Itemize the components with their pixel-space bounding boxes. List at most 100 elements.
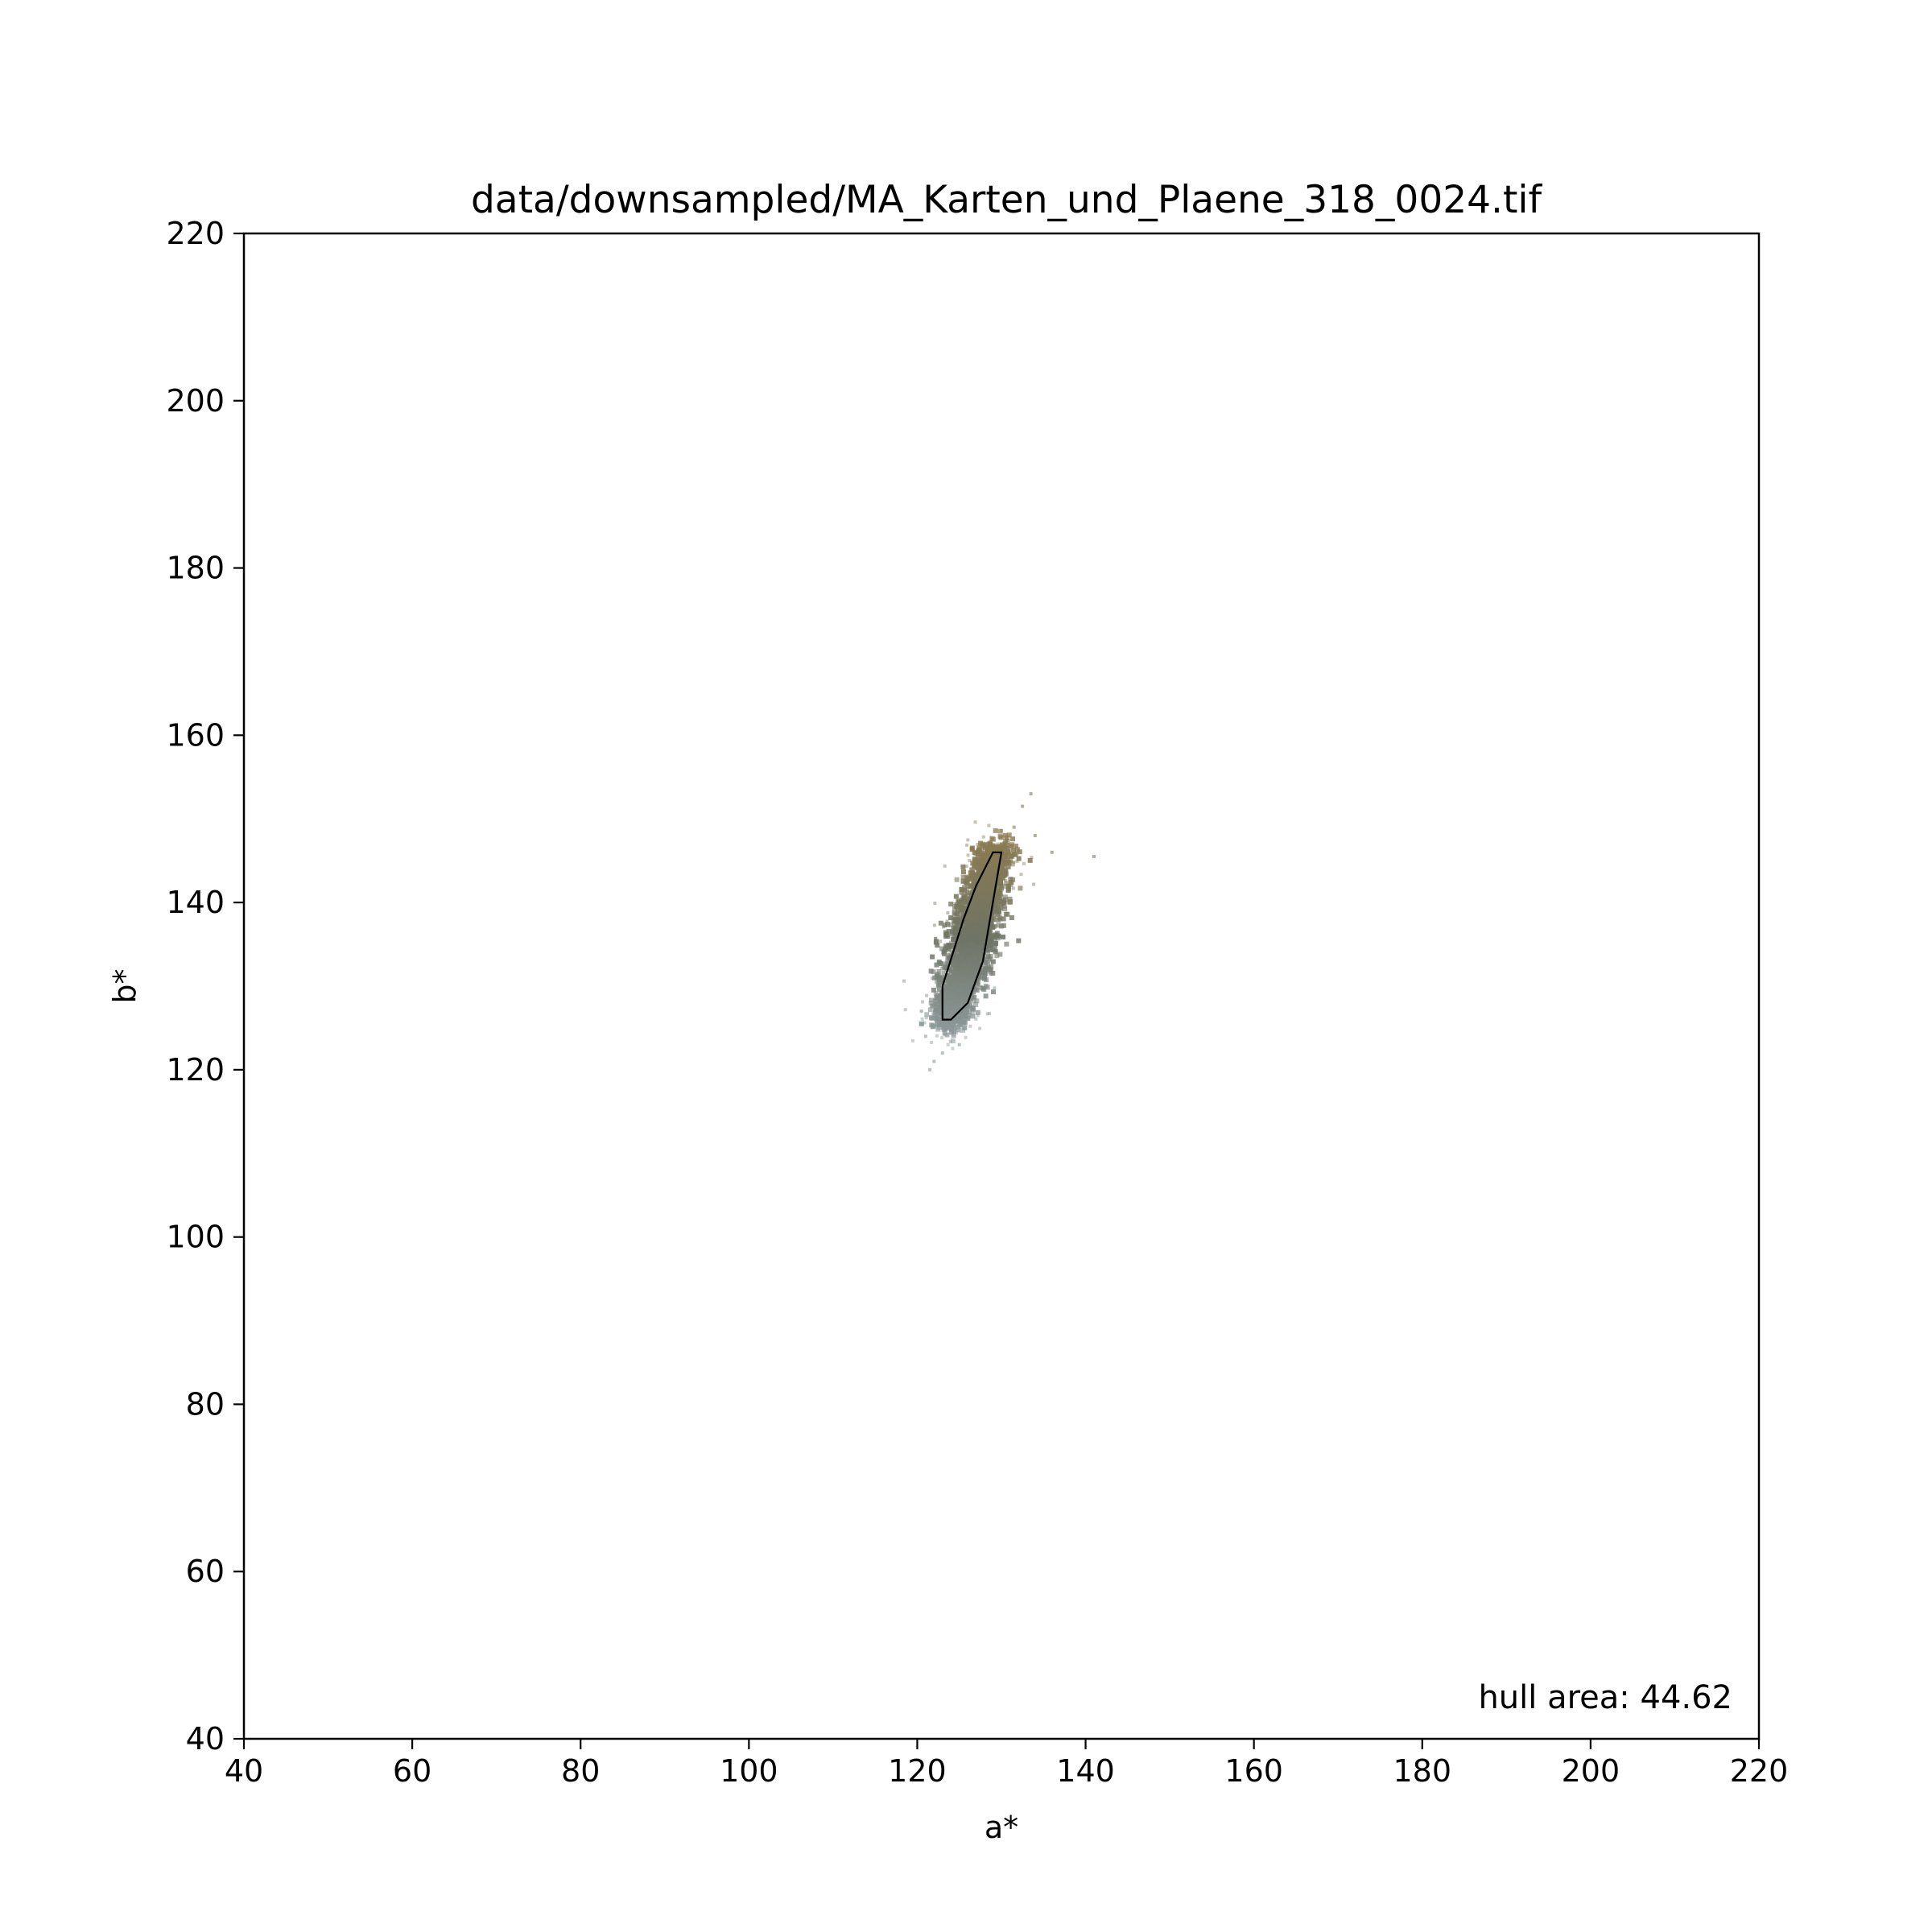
scatter-point	[964, 894, 968, 898]
scatter-point	[977, 985, 983, 990]
scatter-point	[972, 953, 978, 959]
scatter-point	[965, 974, 971, 980]
scatter-point	[990, 910, 996, 915]
scatter-points	[902, 792, 1096, 1071]
scatter-point	[938, 920, 943, 926]
scatter-point	[980, 947, 986, 952]
scatter-point	[993, 915, 997, 919]
scatter-point	[976, 869, 980, 873]
scatter-point	[944, 931, 950, 937]
scatter-point	[903, 1008, 907, 1012]
scatter-point	[965, 883, 971, 889]
scatter-point	[944, 972, 950, 978]
scatter-point	[951, 1028, 956, 1034]
x-axis: 40 60 80 100 120 140 160 180 200 220	[225, 1739, 1788, 1789]
scatter-point	[956, 970, 962, 976]
scatter-point	[948, 955, 952, 959]
scatter-point	[956, 1018, 962, 1023]
scatter-point	[988, 943, 993, 948]
scatter-point	[963, 907, 967, 911]
scatter-point	[950, 1038, 956, 1044]
scatter-point	[1001, 869, 1005, 873]
x-tick-label: 180	[1393, 1753, 1452, 1789]
scatter-point	[962, 996, 968, 1001]
scatter-point	[979, 893, 985, 898]
y-tick-label: 200	[166, 383, 225, 419]
scatter-point	[961, 1011, 967, 1017]
scatter-point	[993, 871, 999, 877]
scatter-point	[956, 1027, 961, 1033]
scatter-point	[930, 1024, 935, 1030]
scatter-point	[930, 1003, 935, 1009]
scatter-point	[987, 959, 991, 963]
scatter-point	[936, 968, 942, 974]
scatter-point	[944, 1005, 950, 1011]
scatter-point	[935, 1034, 939, 1038]
scatter-point	[968, 978, 972, 982]
scatter-point	[979, 914, 985, 919]
scatter-point	[960, 972, 964, 976]
scatter-point	[981, 987, 987, 993]
scatter-point	[948, 943, 954, 949]
scatter-point	[951, 987, 955, 991]
scatter-point	[976, 891, 981, 897]
scatter-point	[985, 881, 990, 886]
scatter-point	[972, 861, 978, 866]
scatter-point	[984, 892, 989, 898]
scatter-point	[940, 1051, 944, 1055]
convex-hull	[941, 851, 1003, 1021]
scatter-point	[976, 971, 982, 976]
scatter-point	[965, 876, 971, 881]
scatter-point	[966, 853, 970, 857]
scatter-point	[960, 976, 966, 982]
scatter-point	[934, 1005, 939, 1010]
scatter-point	[1012, 825, 1016, 829]
scatter-point	[998, 864, 1002, 868]
scatter-point	[948, 902, 954, 907]
scatter-point	[966, 1013, 972, 1018]
scatter-point	[996, 917, 1001, 923]
scatter-point	[975, 855, 980, 861]
scatter-point	[955, 1018, 959, 1022]
scatter-point	[948, 922, 954, 927]
scatter-point	[974, 927, 980, 933]
scatter-point	[988, 842, 993, 848]
scatter-point	[954, 982, 960, 988]
scatter-point	[965, 993, 969, 997]
scatter-point	[1009, 852, 1014, 858]
scatter-point	[968, 1024, 972, 1028]
scatter-point	[947, 1022, 951, 1026]
scatter-point	[995, 911, 1001, 917]
scatter-point	[964, 954, 968, 958]
scatter-point	[983, 927, 987, 931]
scatter-point	[983, 919, 989, 925]
scatter-point	[999, 894, 1003, 898]
scatter-point	[954, 1005, 960, 1011]
scatter-point	[950, 1020, 956, 1026]
scatter-point	[933, 902, 937, 906]
scatter-point	[971, 998, 976, 1004]
scatter-point	[952, 998, 958, 1004]
scatter-point	[970, 900, 976, 906]
scatter-point	[1009, 860, 1013, 864]
scatter-point	[992, 947, 997, 953]
scatter-point	[970, 1013, 976, 1019]
scatter-point	[1007, 857, 1013, 863]
scatter-point	[930, 954, 935, 960]
scatter-point	[965, 843, 969, 847]
scatter-point	[979, 909, 985, 914]
scatter-point	[977, 861, 983, 867]
scatter-point	[940, 974, 946, 980]
scatter-point	[956, 1004, 960, 1008]
scatter-point	[961, 932, 965, 936]
y-tick-label: 180	[166, 551, 225, 586]
scatter-point	[968, 952, 972, 956]
scatter-point	[932, 1010, 938, 1016]
scatter-point	[952, 930, 958, 935]
scatter-point	[959, 989, 964, 995]
scatter-point	[942, 1030, 947, 1036]
scatter-point	[993, 847, 998, 852]
scatter-point	[947, 1018, 953, 1023]
scatter-point	[975, 1009, 980, 1015]
